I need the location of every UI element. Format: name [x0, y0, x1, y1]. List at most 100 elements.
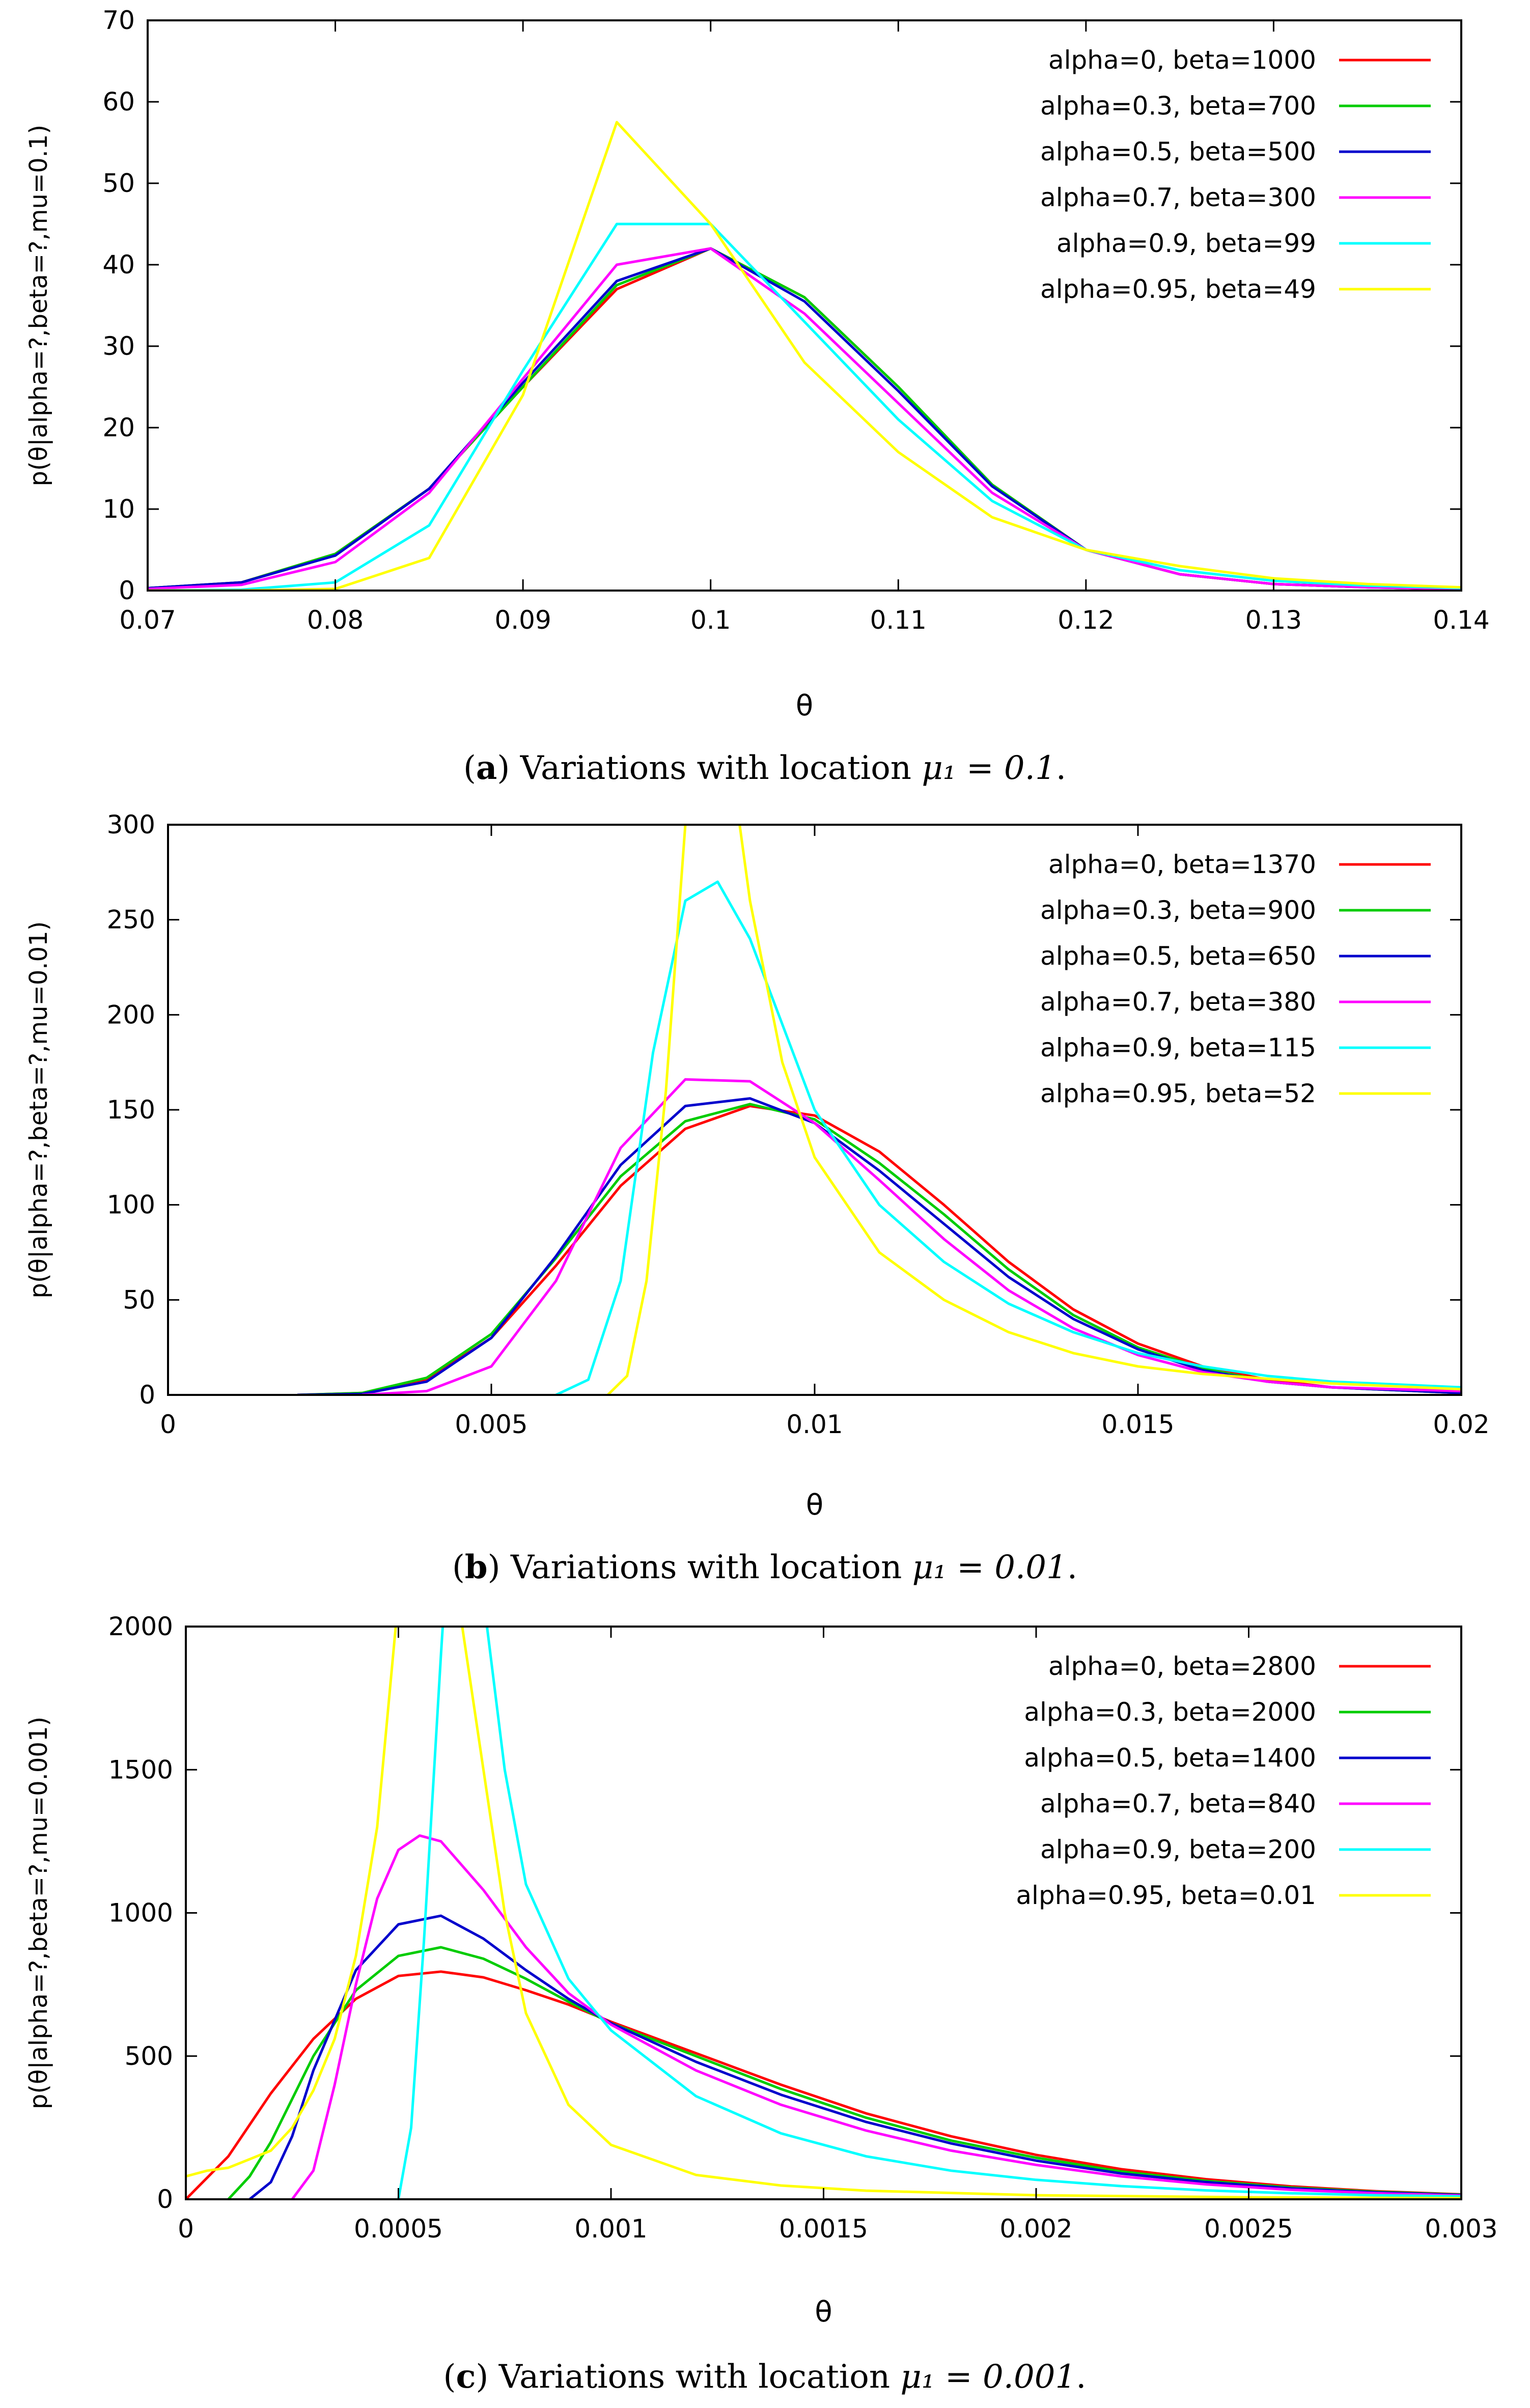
x-tick-label: 0.003 [1425, 2214, 1497, 2244]
y-tick-label: 30 [102, 331, 135, 361]
caption-end: . [1076, 2358, 1086, 2396]
y-tick-label: 1500 [108, 1755, 173, 1784]
series-line-2 [227, 1946, 1461, 2199]
panel-b: 0 0.005 0.01 0.015 0.02 0 50 100 150 200 250 300 p(θ… [24, 810, 1490, 1586]
caption-math: μ₁ = 0.001 [900, 2358, 1076, 2396]
y-axis-label: p(θ|alpha=?,beta=?,mu=0.1) [24, 125, 53, 486]
plot-frame [147, 19, 1462, 592]
x-tick-label: 0.13 [1245, 605, 1302, 635]
legend-label: alpha=0.5, beta=650 [1040, 941, 1316, 971]
y-axis-label: p(θ|alpha=?,beta=?,mu=0.01) [24, 921, 53, 1299]
x-tick-label: 0.001 [574, 2214, 647, 2244]
series-line-5 [555, 880, 1461, 1395]
caption-text: Variations with location [488, 2358, 900, 2396]
x-tick-label: 0.07 [119, 605, 176, 635]
legend-label: alpha=0.5, beta=500 [1040, 137, 1316, 166]
x-tick-label: 0.1 [690, 605, 731, 635]
figure-caption: (c) Variations with location μ₁ = 0.001. [443, 2358, 1086, 2396]
caption-tag: c [456, 2358, 476, 2396]
series-line-6 [148, 121, 1461, 591]
figure-caption: (a) Variations with location μ₁ = 0.1. [463, 749, 1066, 787]
caption-text: Variations with location [500, 1549, 912, 1586]
series-line-5 [397, 1627, 1461, 2199]
x-tick-label: 0.08 [307, 605, 364, 635]
x-axis-label: θ [815, 2295, 832, 2329]
y-tick-label: 50 [102, 169, 135, 198]
caption-math: μ₁ = 0.01 [912, 1549, 1067, 1586]
caption-end: . [1067, 1549, 1077, 1586]
y-tick-label: 40 [102, 250, 135, 279]
caption-tag: a [476, 749, 497, 787]
y-tick-label: 0 [119, 576, 135, 605]
y-tick-label: 200 [107, 1000, 155, 1029]
y-tick-label: 0 [139, 1380, 155, 1410]
x-tick-label: 0 [160, 1410, 176, 1439]
caption-open: ( [463, 749, 476, 787]
legend-label: alpha=0.95, beta=0.01 [1016, 1881, 1316, 1910]
x-tick-label: 0.12 [1058, 605, 1114, 635]
x-tick-label: 0.14 [1433, 605, 1489, 635]
y-tick-label: 50 [123, 1285, 155, 1314]
x-tick-label: 0.002 [999, 2214, 1072, 2244]
legend-label: alpha=0.9, beta=99 [1056, 229, 1316, 258]
caption-text: Variations with location [510, 749, 922, 787]
x-axis-label: θ [806, 1489, 823, 1522]
x-tick-label: 0.0015 [779, 2214, 868, 2244]
legend-label: alpha=0.3, beta=2000 [1024, 1697, 1316, 1727]
series-line-4 [148, 247, 1461, 591]
caption-math: μ₁ = 0.1 [922, 749, 1055, 787]
x-tick-label: 0.02 [1433, 1410, 1489, 1439]
series-line-2 [297, 1103, 1461, 1395]
legend-label: alpha=0.7, beta=300 [1040, 183, 1316, 212]
series-line-3 [248, 1914, 1461, 2199]
legend-label: alpha=0.7, beta=380 [1040, 987, 1316, 1017]
series-line-4 [361, 1078, 1461, 1395]
x-tick-label: 0.015 [1101, 1410, 1174, 1439]
y-tick-label: 0 [157, 2185, 173, 2214]
y-tick-label: 20 [102, 413, 135, 442]
x-tick-label: 0.0005 [354, 2214, 443, 2244]
caption-close: ) [497, 749, 510, 787]
figure-caption: (b) Variations with location μ₁ = 0.01. [452, 1548, 1077, 1586]
x-tick-label: 0.11 [870, 605, 927, 635]
y-tick-label: 300 [107, 810, 155, 839]
legend-label: alpha=0.7, beta=840 [1040, 1789, 1316, 1818]
legend-label: alpha=0.95, beta=52 [1040, 1079, 1316, 1108]
series-line-6 [186, 1627, 1461, 2199]
panel-c: 0 0.0005 0.001 0.0015 0.002 0.0025 0.003 0 500 10… [24, 1612, 1498, 2396]
legend-label: alpha=0.9, beta=115 [1040, 1033, 1316, 1062]
legend-label: alpha=0.5, beta=1400 [1024, 1743, 1316, 1773]
y-tick-label: 70 [102, 6, 135, 35]
caption-open: ( [443, 2358, 456, 2396]
caption-open: ( [452, 1549, 465, 1586]
x-tick-label: 0.0025 [1204, 2214, 1293, 2244]
x-tick-label: 0.09 [494, 605, 551, 635]
x-tick-label: 0.005 [455, 1410, 527, 1439]
legend-label: alpha=0.3, beta=900 [1040, 895, 1316, 925]
series-line-5 [148, 222, 1461, 591]
x-tick-label: 0 [178, 2214, 194, 2244]
y-tick-label: 2000 [108, 1612, 173, 1641]
y-tick-label: 60 [102, 87, 135, 117]
series-line-4 [291, 1834, 1461, 2199]
y-tick-label: 500 [125, 2041, 173, 2071]
y-tick-label: 150 [107, 1095, 155, 1125]
series-line-1 [186, 1970, 1461, 2199]
caption-tag: b [465, 1548, 488, 1586]
x-tick-label: 0.01 [786, 1410, 843, 1439]
legend-label: alpha=0, beta=1370 [1048, 850, 1316, 879]
y-tick-label: 10 [102, 494, 135, 524]
legend-label: alpha=0, beta=2800 [1048, 1651, 1316, 1681]
caption-close: ) [476, 2358, 488, 2396]
y-tick-label: 100 [107, 1190, 155, 1220]
panel-a: 0.07 0.08 0.09 0.1 0.11 0.12 0.13 0.14 0 10 20 30 40… [24, 6, 1490, 787]
y-axis-label: p(θ|alpha=?,beta=?,mu=0.001) [24, 1717, 53, 2109]
legend-label: alpha=0.3, beta=700 [1040, 91, 1316, 121]
x-axis-label: θ [796, 689, 813, 722]
legend-label: alpha=0.95, beta=49 [1040, 274, 1316, 304]
y-tick-label: 1000 [108, 1898, 173, 1928]
legend-label: alpha=0.9, beta=200 [1040, 1835, 1316, 1864]
caption-close: ) [488, 1549, 500, 1586]
series-line-3 [297, 1097, 1461, 1395]
